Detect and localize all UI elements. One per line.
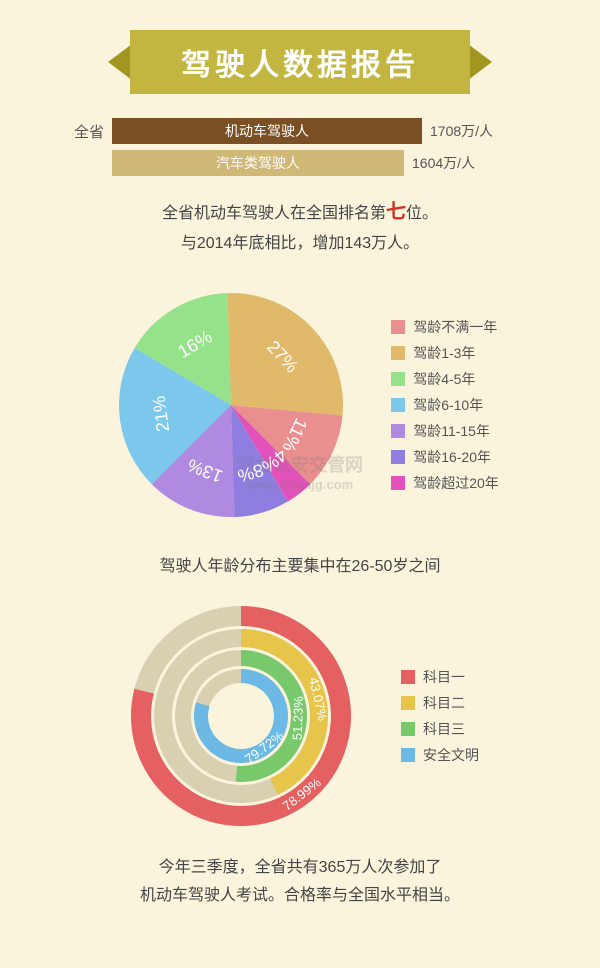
desc-3-line2: 机动车驾驶人考试。合格率与全国水平相当。 <box>0 882 600 911</box>
legend-swatch <box>401 670 415 684</box>
legend-item: 安全文明 <box>401 745 479 765</box>
page-title: 驾驶人数据报告 <box>130 30 470 94</box>
title-banner: 驾驶人数据报告 <box>130 30 470 94</box>
legend-item: 驾龄超过20年 <box>391 473 499 493</box>
legend-label: 驾龄11-15年 <box>413 421 490 441</box>
legend-swatch <box>391 372 405 386</box>
ribbon-right <box>468 44 492 80</box>
desc-1-line2: 与2014年底相比，增加143万人。 <box>0 230 600 259</box>
t: 全省机动车驾驶人在全国排名第 <box>162 205 386 222</box>
legend-label: 安全文明 <box>423 745 479 765</box>
legend-item: 驾龄16-20年 <box>391 447 499 467</box>
legend-swatch <box>401 722 415 736</box>
legend-label: 科目三 <box>423 719 465 739</box>
legend-label: 驾龄6-10年 <box>413 395 483 415</box>
bar-0-value: 1708万/人 <box>430 121 493 141</box>
legend-item: 驾龄11-15年 <box>391 421 499 441</box>
legend-swatch <box>391 476 405 490</box>
pie-chart: 11%27%16%21%13%8%4% <box>101 275 361 535</box>
ribbon-left <box>108 44 132 80</box>
bar-row: 全省 机动车驾驶人 1708万/人 <box>60 118 540 144</box>
legend-label: 驾龄不满一年 <box>413 317 497 337</box>
legend-item: 驾龄不满一年 <box>391 317 499 337</box>
legend-label: 科目一 <box>423 667 465 687</box>
highlight-rank: 七 <box>386 201 406 223</box>
legend-item: 科目二 <box>401 693 479 713</box>
legend-swatch <box>391 450 405 464</box>
desc-3-line1: 今年三季度，全省共有365万人次参加了 <box>0 854 600 883</box>
legend-label: 驾龄超过20年 <box>413 473 499 493</box>
desc-3: 今年三季度，全省共有365万人次参加了 机动车驾驶人考试。合格率与全国水平相当。 <box>0 854 600 912</box>
legend-swatch <box>391 424 405 438</box>
legend-item: 科目三 <box>401 719 479 739</box>
legend-label: 科目二 <box>423 693 465 713</box>
legend-item: 驾龄1-3年 <box>391 343 499 363</box>
bar-0: 机动车驾驶人 <box>112 118 422 144</box>
pie-section: 11%27%16%21%13%8%4% 驾龄不满一年驾龄1-3年驾龄4-5年驾龄… <box>0 275 600 535</box>
donut-chart: 78.99%43.07%51.23%79.72% <box>121 596 361 836</box>
legend-swatch <box>401 748 415 762</box>
pie-legend: 驾龄不满一年驾龄1-3年驾龄4-5年驾龄6-10年驾龄11-15年驾龄16-20… <box>391 311 499 499</box>
desc-2: 驾驶人年龄分布主要集中在26-50岁之间 <box>0 553 600 582</box>
bar-row: 汽车类驾驶人 1604万/人 <box>60 150 540 176</box>
bar-1: 汽车类驾驶人 <box>112 150 404 176</box>
legend-swatch <box>401 696 415 710</box>
t: 位。 <box>406 205 438 222</box>
legend-item: 驾龄4-5年 <box>391 369 499 389</box>
bar-chart: 全省 机动车驾驶人 1708万/人 汽车类驾驶人 1604万/人 <box>60 118 540 176</box>
bar-1-value: 1604万/人 <box>412 153 475 173</box>
legend-item: 科目一 <box>401 667 479 687</box>
legend-swatch <box>391 346 405 360</box>
legend-label: 驾龄16-20年 <box>413 447 491 467</box>
bar-0-label: 机动车驾驶人 <box>225 121 309 141</box>
legend-swatch <box>391 320 405 334</box>
desc-1-line1: 全省机动车驾驶人在全国排名第七位。 <box>0 194 600 230</box>
legend-swatch <box>391 398 405 412</box>
desc-2-line1: 驾驶人年龄分布主要集中在26-50岁之间 <box>0 553 600 582</box>
legend-label: 驾龄1-3年 <box>413 343 475 363</box>
donut-legend: 科目一科目二科目三安全文明 <box>401 661 479 771</box>
bar-1-label: 汽车类驾驶人 <box>216 153 300 173</box>
ring-label: 51.23% <box>290 695 307 740</box>
legend-item: 驾龄6-10年 <box>391 395 499 415</box>
legend-label: 驾龄4-5年 <box>413 369 475 389</box>
desc-1: 全省机动车驾驶人在全国排名第七位。 与2014年底相比，增加143万人。 <box>0 194 600 259</box>
donut-section: 78.99%43.07%51.23%79.72% 科目一科目二科目三安全文明 <box>0 596 600 836</box>
bar-left-label: 全省 <box>60 121 104 142</box>
